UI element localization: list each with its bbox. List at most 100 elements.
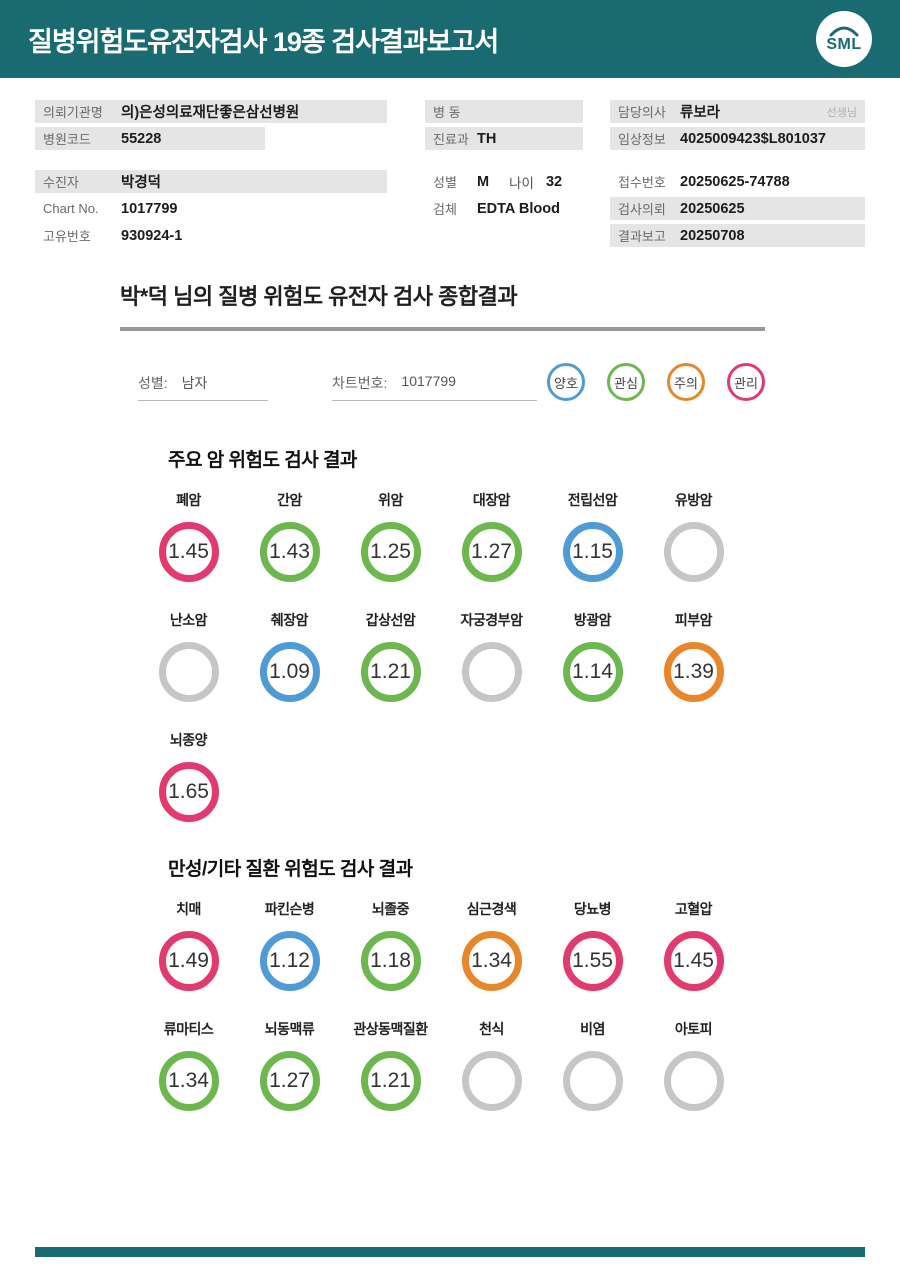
info-row: Chart No. 1017799 <box>35 197 387 220</box>
info-value: TH <box>477 130 497 147</box>
legend-status-circle: 양호 <box>547 363 585 401</box>
risk-item: 뇌종양 1.65 <box>138 730 239 822</box>
risk-item-label: 자궁경부암 <box>460 612 523 628</box>
info-label: 검사의뢰 <box>618 202 666 217</box>
risk-item: 유방암 <box>643 490 744 582</box>
risk-score-circle: 1.18 <box>360 931 421 991</box>
risk-score-circle: 1.43 <box>259 522 320 582</box>
risk-score-circle: 1.49 <box>158 931 219 991</box>
info-row: 성별 M 나이 32 <box>425 170 583 193</box>
info-row: 담당의사 류보라 선생님 <box>610 100 865 123</box>
chart-number-label: 차트번호: <box>332 375 388 391</box>
risk-item: 위암 1.25 <box>340 490 441 582</box>
risk-score-circle: 1.45 <box>158 522 219 582</box>
risk-score-circle <box>158 642 219 702</box>
risk-item: 간암 1.43 <box>239 490 340 582</box>
info-section: 의뢰기관명 의)은성의료재단좋은삼선병원 병원코드 55228 <box>0 78 900 251</box>
risk-item-label: 뇌졸중 <box>371 901 410 917</box>
info-value: M <box>477 173 490 190</box>
risk-item-label: 치매 <box>176 901 201 917</box>
info-row: 임상정보 4025009423$L801037 <box>610 127 865 150</box>
info-row: 병 동 <box>425 100 583 123</box>
info-label: 접수번호 <box>618 175 666 190</box>
risk-legend: 양호 관심 주의 관리 <box>547 363 765 401</box>
risk-item: 관상동맥질환 1.21 <box>340 1019 441 1111</box>
info-row: 결과보고 20250708 <box>610 224 865 247</box>
info-label: 성별 <box>433 175 457 190</box>
risk-item-label: 대장암 <box>472 492 511 508</box>
info-value: 의)은성의료재단좋은삼선병원 <box>121 105 300 121</box>
risk-item: 췌장암 1.09 <box>239 610 340 702</box>
risk-item: 류마티스 1.34 <box>138 1019 239 1111</box>
summary-content: 박*덕 님의 질병 위험도 유전자 검사 종합결과 성별: 남자 차트번호: 1… <box>120 279 765 1139</box>
risk-item-label: 전립선암 <box>567 492 618 508</box>
info-column-right: 담당의사 류보라 선생님 임상정보 4025009423$L801037 <box>610 100 865 251</box>
risk-item-label: 췌장암 <box>270 612 309 628</box>
info-row: 병원코드 55228 <box>35 127 265 150</box>
info-label: 검체 <box>433 202 457 217</box>
info-label-secondary: 나이 <box>509 175 534 191</box>
risk-score-circle <box>461 1051 522 1111</box>
risk-item-label: 뇌동맥류 <box>264 1021 315 1037</box>
cancer-risk-grid: 폐암 1.45 간암 1.43 위암 1.25 대장암 1.27 <box>138 490 744 850</box>
risk-score-circle: 1.55 <box>562 931 623 991</box>
risk-item: 자궁경부암 <box>441 610 542 702</box>
risk-score-circle: 1.45 <box>663 931 724 991</box>
risk-score-circle: 1.27 <box>461 522 522 582</box>
risk-score-circle: 1.39 <box>663 642 724 702</box>
risk-item-label: 유방암 <box>674 492 713 508</box>
risk-score-circle <box>562 1051 623 1111</box>
risk-item-label: 난소암 <box>169 612 208 628</box>
info-value: 박경덕 <box>121 175 162 191</box>
risk-score-circle: 1.21 <box>360 642 421 702</box>
risk-item-label: 심근경색 <box>466 901 517 917</box>
risk-item-label: 갑상선암 <box>365 612 416 628</box>
risk-item-label: 천식 <box>479 1021 504 1037</box>
risk-item: 치매 1.49 <box>138 899 239 991</box>
risk-item: 난소암 <box>138 610 239 702</box>
risk-item: 뇌동맥류 1.27 <box>239 1019 340 1111</box>
risk-score-circle: 1.34 <box>158 1051 219 1111</box>
risk-score-circle <box>663 1051 724 1111</box>
patient-row: 성별: 남자 차트번호: 1017799 양호 관심 주의 관리 <box>120 363 765 401</box>
risk-item: 피부암 1.39 <box>643 610 744 702</box>
risk-score-circle: 1.25 <box>360 522 421 582</box>
risk-score-circle <box>461 642 522 702</box>
gender-field: 성별: 남자 <box>138 373 268 401</box>
report-title: 질병위험도유전자검사 19종 검사결과보고서 <box>28 26 499 57</box>
info-label: 임상정보 <box>618 132 666 147</box>
info-label: 결과보고 <box>618 229 666 244</box>
risk-item: 비염 <box>542 1019 643 1111</box>
risk-score-circle: 1.15 <box>562 522 623 582</box>
risk-item: 전립선암 1.15 <box>542 490 643 582</box>
info-row: 의뢰기관명 의)은성의료재단좋은삼선병원 <box>35 100 387 123</box>
risk-item-label: 피부암 <box>674 612 713 628</box>
legend-status-circle: 주의 <box>667 363 705 401</box>
info-value: EDTA Blood <box>477 200 560 217</box>
info-value: 20250625 <box>680 200 745 217</box>
risk-item: 파킨슨병 1.12 <box>239 899 340 991</box>
risk-item: 당뇨병 1.55 <box>542 899 643 991</box>
summary-title: 박*덕 님의 질병 위험도 유전자 검사 종합결과 <box>120 284 518 309</box>
risk-item-label: 당뇨병 <box>573 901 612 917</box>
info-column-middle: 병 동 진료과 TH 성별 M <box>425 100 583 251</box>
info-label: 의뢰기관명 <box>43 105 103 120</box>
info-value: 류보라 <box>680 105 721 121</box>
risk-item-label: 관상동맥질환 <box>353 1021 428 1037</box>
risk-score-circle: 1.27 <box>259 1051 320 1111</box>
sml-logo-icon: SML <box>816 11 872 67</box>
summary-divider <box>120 327 765 331</box>
risk-item: 폐암 1.45 <box>138 490 239 582</box>
risk-item: 아토피 <box>643 1019 744 1111</box>
risk-score-circle <box>663 522 724 582</box>
risk-item-label: 류마티스 <box>163 1021 214 1037</box>
risk-item: 갑상선암 1.21 <box>340 610 441 702</box>
footer-bar <box>35 1247 865 1257</box>
risk-score-circle: 1.21 <box>360 1051 421 1111</box>
info-label: 담당의사 <box>618 105 666 120</box>
chart-number-field: 차트번호: 1017799 <box>332 373 537 401</box>
info-value: 930924-1 <box>121 227 183 244</box>
gender-label: 성별: <box>138 375 168 391</box>
risk-item-label: 뇌종양 <box>169 732 208 748</box>
info-label: 병원코드 <box>43 132 91 147</box>
